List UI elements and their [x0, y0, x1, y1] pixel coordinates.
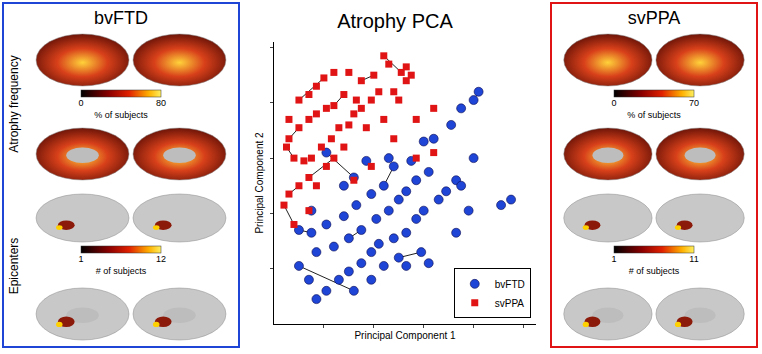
- svg-text:11: 11: [689, 254, 698, 264]
- svg-text:Principal Component 1: Principal Component 1: [354, 330, 456, 341]
- svg-text:Principal Component 2: Principal Component 2: [254, 132, 265, 234]
- svg-text:0: 0: [78, 98, 83, 108]
- svg-text:bvFTD: bvFTD: [495, 279, 525, 290]
- svg-text:Atrophy frequency: Atrophy frequency: [7, 55, 21, 152]
- svg-text:bvFTD: bvFTD: [94, 8, 148, 28]
- svg-text:80: 80: [156, 98, 166, 108]
- svg-text:# of subjects: # of subjects: [96, 266, 147, 276]
- svg-text:1: 1: [611, 254, 616, 264]
- svg-text:1: 1: [78, 254, 83, 264]
- svg-text:70: 70: [689, 98, 699, 108]
- svg-text:12: 12: [156, 254, 166, 264]
- svg-text:svPPA: svPPA: [628, 8, 681, 28]
- svg-text:% of subjects: % of subjects: [627, 110, 681, 120]
- svg-text:svPPA: svPPA: [495, 298, 525, 309]
- svg-text:Atrophy PCA: Atrophy PCA: [337, 10, 453, 32]
- svg-text:0: 0: [611, 98, 616, 108]
- svg-text:Epicenters: Epicenters: [7, 238, 21, 295]
- svg-text:% of subjects: % of subjects: [94, 110, 148, 120]
- svg-text:# of subjects: # of subjects: [629, 266, 680, 276]
